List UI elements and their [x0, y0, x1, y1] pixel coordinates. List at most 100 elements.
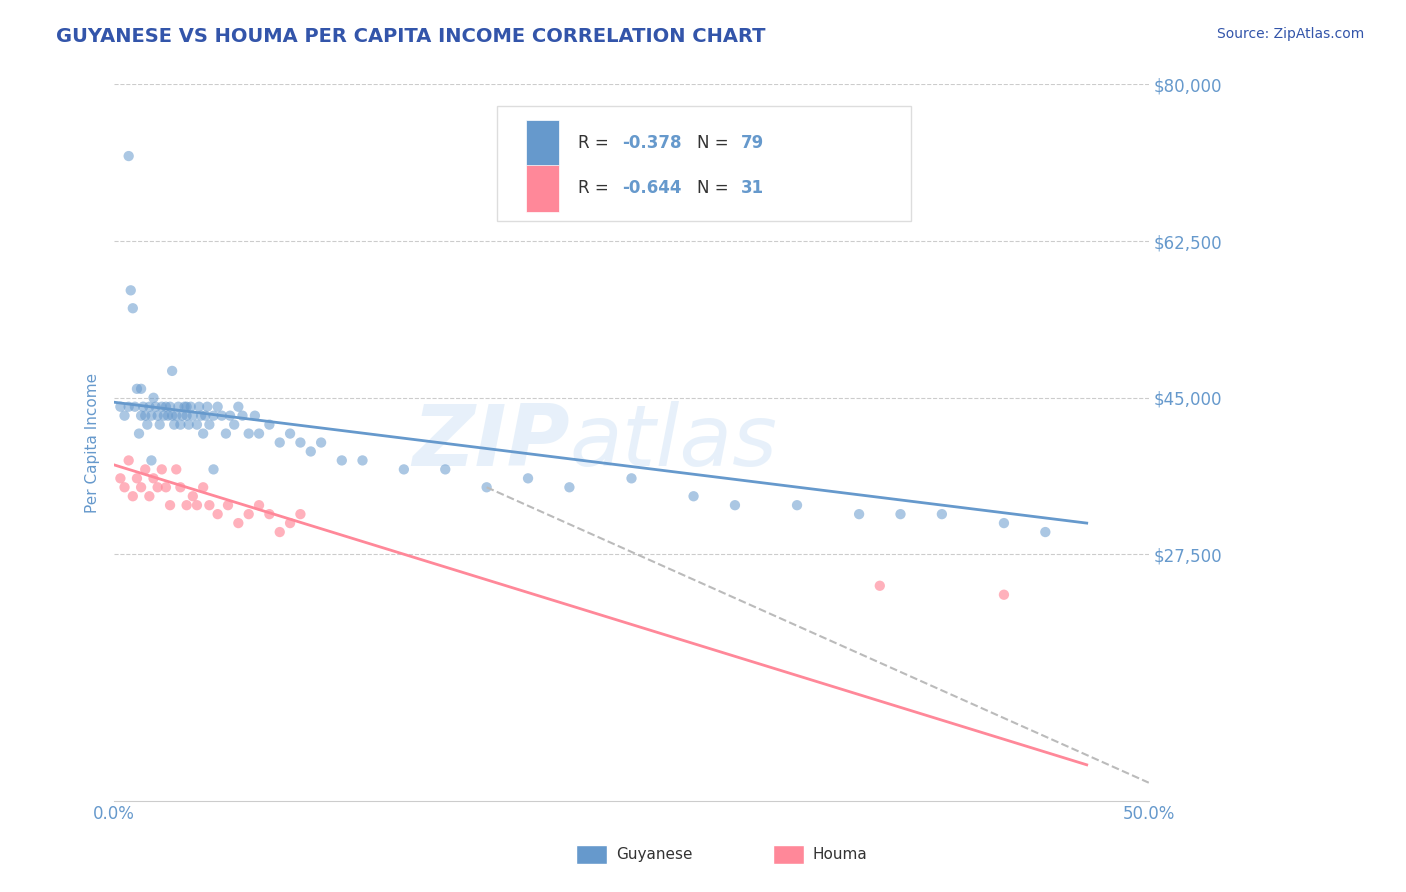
Point [125, 382, 148, 396]
Point [176, 409, 198, 423]
Point [129, 409, 152, 423]
Point [202, 409, 225, 423]
Point [198, 417, 221, 432]
Point [141, 409, 163, 423]
Point [146, 480, 169, 494]
Point [207, 507, 229, 521]
Point [156, 409, 179, 423]
Point [160, 364, 183, 378]
Point [278, 426, 301, 441]
Point [150, 462, 173, 476]
Text: 79: 79 [741, 134, 765, 153]
FancyBboxPatch shape [526, 165, 560, 211]
Point [217, 498, 239, 512]
Text: Houma: Houma [813, 847, 868, 862]
Point [159, 400, 181, 414]
Point [120, 283, 142, 297]
Point [134, 462, 156, 476]
Text: -0.378: -0.378 [623, 134, 682, 153]
Point [219, 409, 242, 423]
Point [194, 409, 217, 423]
Point [129, 382, 152, 396]
Point [620, 471, 643, 485]
Point [141, 453, 163, 467]
Point [181, 409, 204, 423]
Point [167, 400, 190, 414]
Point [138, 400, 160, 414]
Text: R =: R = [578, 179, 613, 197]
Point [114, 409, 136, 423]
Point [993, 516, 1015, 530]
Point [124, 400, 146, 414]
Point [188, 400, 211, 414]
Point [392, 462, 415, 476]
Point [114, 480, 136, 494]
Point [136, 417, 159, 432]
Point [121, 489, 143, 503]
Point [228, 400, 250, 414]
Point [121, 301, 143, 316]
Point [238, 507, 260, 521]
Point [269, 435, 291, 450]
Point [169, 417, 191, 432]
Point [299, 444, 322, 458]
Point [228, 516, 250, 530]
Point [159, 498, 181, 512]
Point [198, 498, 221, 512]
Point [110, 471, 132, 485]
Text: -0.644: -0.644 [623, 179, 682, 197]
Point [176, 498, 198, 512]
Point [558, 480, 581, 494]
Point [259, 417, 281, 432]
Point [145, 400, 167, 414]
Point [118, 453, 141, 467]
FancyBboxPatch shape [526, 120, 560, 167]
Point [191, 480, 214, 494]
Point [215, 426, 238, 441]
Point [190, 409, 212, 423]
Point [160, 409, 183, 423]
Point [132, 400, 155, 414]
Point [177, 417, 200, 432]
Point [186, 498, 208, 512]
Point [142, 391, 165, 405]
Text: atlas: atlas [569, 401, 778, 484]
Point [786, 498, 808, 512]
Point [278, 516, 301, 530]
Point [1033, 524, 1056, 539]
Point [724, 498, 747, 512]
Point [848, 507, 870, 521]
Point [110, 400, 132, 414]
Point [231, 409, 253, 423]
Y-axis label: Per Capita Income: Per Capita Income [86, 373, 100, 513]
Point [238, 426, 260, 441]
Point [149, 417, 172, 432]
Point [517, 471, 540, 485]
Text: N =: N = [696, 179, 734, 197]
Point [172, 409, 194, 423]
Point [173, 400, 195, 414]
Point [195, 400, 218, 414]
Point [682, 489, 704, 503]
Point [211, 409, 233, 423]
Point [207, 400, 229, 414]
Point [155, 480, 177, 494]
Point [163, 417, 186, 432]
Point [290, 435, 312, 450]
Point [434, 462, 457, 476]
FancyBboxPatch shape [496, 106, 911, 220]
Point [269, 524, 291, 539]
Text: GUYANESE VS HOUMA PER CAPITA INCOME CORRELATION CHART: GUYANESE VS HOUMA PER CAPITA INCOME CORR… [56, 27, 766, 45]
Point [150, 400, 173, 414]
Point [309, 435, 332, 450]
Point [290, 507, 312, 521]
Point [352, 453, 374, 467]
Point [202, 462, 225, 476]
Point [118, 400, 141, 414]
Text: 31: 31 [741, 179, 765, 197]
Point [224, 417, 246, 432]
Point [128, 426, 150, 441]
Point [191, 426, 214, 441]
Point [186, 417, 208, 432]
Point [243, 409, 266, 423]
